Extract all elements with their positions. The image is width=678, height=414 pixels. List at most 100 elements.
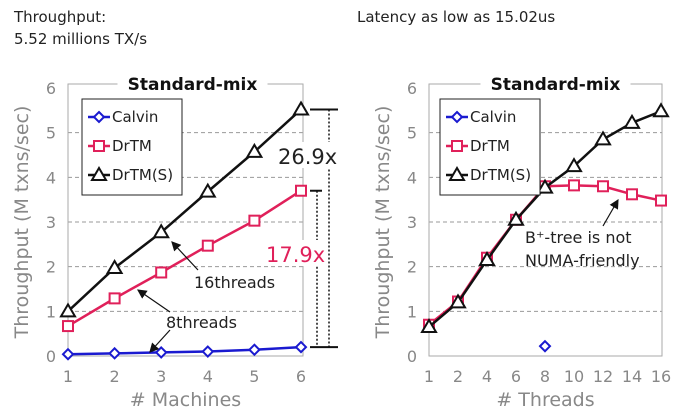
data-point [294, 340, 308, 354]
data-point [536, 178, 554, 194]
series-drtms [59, 100, 310, 318]
data-point [478, 250, 496, 266]
latency-header: Latency as low as 15.02us [357, 8, 556, 26]
data-point [507, 210, 525, 226]
legend-label: Calvin [470, 108, 516, 126]
data-point [623, 113, 641, 129]
data-point [152, 223, 170, 239]
series-drtm [62, 184, 307, 333]
data-point [420, 317, 438, 333]
data-point [655, 194, 667, 207]
data-point [61, 347, 75, 361]
x-axis-label: # Machines [130, 389, 241, 411]
y-tick-label: 1 [407, 302, 417, 321]
x-tick-label: 6 [511, 367, 521, 386]
annotations: 26.9x 17.9x 16threads 8threads [137, 108, 338, 353]
title-background [480, 72, 631, 96]
x-tick-label: 8 [540, 367, 550, 386]
x-tick-label: 10 [564, 367, 584, 386]
x-tick-label: 4 [203, 367, 213, 386]
annotation-16threads: 16threads [194, 273, 275, 292]
data-point [594, 130, 612, 146]
data-point [199, 182, 217, 198]
data-point [108, 292, 121, 305]
annotation-8threads: 8threads [166, 313, 237, 332]
label-bg [276, 142, 338, 168]
data-point [626, 188, 638, 201]
ratio-label-drtm: 17.9x [266, 243, 325, 267]
ratio-label-drtms: 26.9x [278, 145, 337, 169]
y-tick-label: 3 [407, 213, 417, 232]
data-point [247, 343, 261, 357]
legend-marker [90, 166, 108, 181]
chart-title: Standard-mix [128, 75, 258, 95]
throughput-header: Throughput: 5.52 millions TX/s [14, 6, 147, 50]
x-axis-label: # Threads [496, 389, 594, 411]
x-tick-label: 2 [453, 367, 463, 386]
legend-marker [450, 110, 464, 124]
data-point [201, 239, 214, 252]
data-point [538, 339, 552, 353]
x-tick-label: 6 [296, 367, 306, 386]
x-tick-label: 16 [651, 367, 671, 386]
annotation-arrow [137, 289, 171, 313]
y-tick-label: 6 [46, 79, 56, 98]
series-calvin [61, 340, 308, 361]
x-tick-label: 4 [482, 367, 492, 386]
y-tick-label: 5 [46, 124, 56, 143]
y-tick-label: 1 [46, 302, 56, 321]
legend-label: DrTM(S) [470, 166, 531, 184]
series-line [67, 345, 302, 356]
y-tick-label: 0 [46, 347, 56, 366]
annotation-line2: NUMA-friendly [525, 251, 640, 270]
legend-marker [93, 140, 105, 152]
annotation-arrow [171, 241, 199, 271]
data-point [292, 100, 310, 116]
legend-label: DrTM(S) [112, 166, 173, 184]
y-tick-label: 5 [407, 124, 417, 143]
legend: Calvin DrTM DrTM(S) [81, 98, 183, 196]
legend: Calvin DrTM DrTM(S) [439, 98, 541, 196]
legend-marker [448, 166, 466, 181]
y-tick-label: 0 [407, 347, 417, 366]
legend-marker [92, 110, 106, 124]
data-point [245, 142, 264, 158]
legend-label: Calvin [112, 108, 158, 126]
y-tick-label: 3 [46, 213, 56, 232]
chart-title: Standard-mix [491, 75, 621, 95]
series-line [67, 108, 302, 313]
x-tick-label: 12 [593, 367, 613, 386]
legend-marker [451, 140, 463, 152]
y-tick-label: 6 [407, 79, 417, 98]
data-point [449, 293, 467, 309]
annotation-line1: B⁺-tree is not [525, 228, 632, 247]
data-point [597, 180, 609, 193]
data-point [248, 214, 261, 227]
data-point [652, 102, 670, 118]
throughput-label: Throughput: [14, 8, 107, 26]
series-calvin [538, 339, 552, 353]
legend-label: DrTM [470, 137, 510, 155]
label-bg [264, 240, 326, 266]
x-tick-label: 5 [249, 367, 259, 386]
data-point [201, 345, 215, 358]
x-tick-label: 1 [63, 367, 73, 386]
x-tick-label: 1 [424, 367, 434, 386]
data-point [108, 346, 122, 360]
y-tick-label: 2 [407, 258, 417, 277]
y-tick-label: 4 [46, 168, 56, 187]
throughput-value: 5.52 millions TX/s [14, 30, 148, 48]
data-point [105, 259, 124, 275]
y-axis-label: Throughput (M txns/sec) [372, 106, 394, 340]
annotation-arrow [602, 198, 619, 227]
annotation-arrow [149, 329, 171, 353]
data-point [568, 179, 580, 192]
y-tick-label: 2 [46, 258, 56, 277]
y-tick-label: 4 [407, 168, 417, 187]
series-line [67, 189, 302, 328]
data-point [59, 302, 77, 318]
data-point [565, 157, 583, 173]
